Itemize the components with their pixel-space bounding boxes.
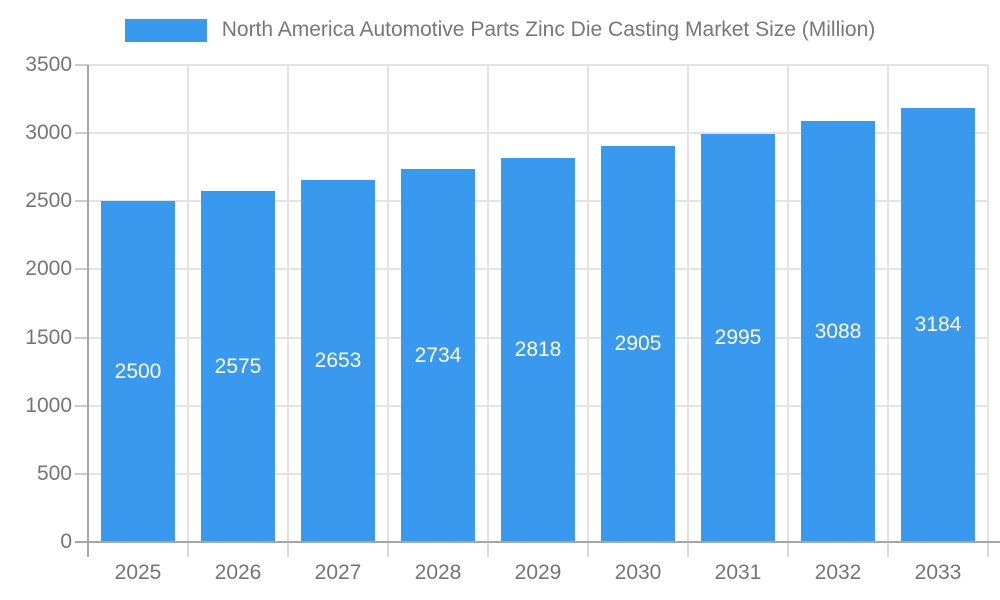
x-axis-tick — [587, 542, 589, 557]
x-axis-tick-label: 2026 — [214, 561, 262, 584]
x-axis-tick-label: 2027 — [314, 561, 362, 584]
x-gridline — [887, 65, 889, 542]
legend-swatch-icon — [124, 18, 207, 42]
chart-title: North America Automotive Parts Zinc Die … — [221, 18, 876, 41]
x-axis-tick-label: 2030 — [614, 561, 662, 584]
y-axis-tick — [75, 132, 88, 134]
y-axis-line — [87, 65, 89, 557]
bar-value-label: 3184 — [914, 313, 962, 336]
x-axis-tick — [387, 542, 389, 557]
chart-legend[interactable]: North America Automotive Parts Zinc Die … — [0, 18, 1000, 42]
y-axis-tick — [75, 268, 88, 270]
x-axis-tick-label: 2028 — [414, 561, 462, 584]
bar-2029[interactable]: 2818 — [501, 158, 575, 542]
x-axis-line — [75, 541, 1000, 543]
bar-value-label: 2905 — [614, 332, 662, 355]
bar-value-label: 2995 — [714, 326, 762, 349]
x-gridline — [587, 65, 589, 542]
y-axis-tick-label: 1500 — [25, 326, 72, 349]
x-axis-tick — [187, 542, 189, 557]
bar-value-label: 2500 — [114, 359, 162, 383]
bar-2027[interactable]: 2653 — [301, 180, 375, 542]
x-gridline — [787, 65, 789, 542]
x-axis-tick-label: 2029 — [514, 561, 562, 584]
x-axis-tick-label: 2025 — [114, 561, 162, 584]
bar-2030[interactable]: 2905 — [601, 146, 675, 542]
x-gridline — [387, 65, 389, 542]
x-axis-tick — [687, 542, 689, 557]
y-gridline — [88, 132, 988, 134]
x-gridline — [287, 65, 289, 542]
y-axis-tick — [75, 405, 88, 407]
bar-2028[interactable]: 2734 — [401, 169, 475, 542]
y-axis-tick-label: 500 — [36, 462, 72, 485]
x-gridline — [187, 65, 189, 542]
x-axis-tick — [987, 542, 989, 557]
bar-value-label: 2653 — [314, 349, 362, 372]
x-gridline — [687, 65, 689, 542]
bar-2026[interactable]: 2575 — [201, 191, 275, 542]
y-axis-tick-label: 3500 — [25, 53, 72, 76]
x-axis-tick — [787, 542, 789, 557]
bar-2033[interactable]: 3184 — [901, 108, 975, 542]
x-axis-tick — [487, 542, 489, 557]
y-gridline — [88, 64, 988, 66]
bar-2025[interactable]: 2500 — [101, 201, 175, 542]
y-axis-tick — [75, 337, 88, 339]
x-axis-tick-label: 2032 — [814, 561, 862, 584]
bar-value-label: 3088 — [814, 319, 862, 343]
x-gridline — [487, 65, 489, 542]
x-axis-tick-label: 2031 — [714, 561, 762, 584]
y-axis-tick — [75, 200, 88, 202]
x-axis-tick — [887, 542, 889, 557]
bar-2032[interactable]: 3088 — [801, 121, 875, 542]
y-axis-tick-label: 0 — [60, 530, 72, 553]
x-axis-tick — [287, 542, 289, 557]
x-axis-tick-label: 2033 — [914, 561, 962, 584]
y-axis-tick-label: 1000 — [25, 394, 72, 417]
bar-2031[interactable]: 2995 — [701, 134, 775, 542]
bar-value-label: 2818 — [514, 338, 562, 361]
x-gridline — [987, 65, 989, 542]
bar-value-label: 2575 — [214, 354, 262, 378]
bar-value-label: 2734 — [414, 343, 462, 367]
y-axis-tick — [75, 64, 88, 66]
y-axis-tick-label: 3000 — [25, 121, 72, 144]
y-axis-tick-label: 2000 — [25, 257, 72, 280]
y-axis-tick — [75, 473, 88, 475]
y-axis-tick-label: 2500 — [25, 189, 72, 212]
